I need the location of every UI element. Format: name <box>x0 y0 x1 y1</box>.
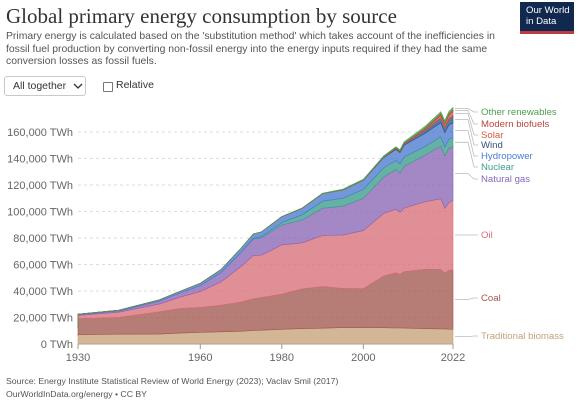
x-tick-label: 1980 <box>270 352 294 364</box>
legend-connector <box>455 113 478 136</box>
area-series <box>77 106 454 345</box>
relative-checkbox[interactable] <box>103 82 113 92</box>
legend-connector <box>455 108 478 113</box>
legend-connector <box>455 141 478 168</box>
chart-title: Global primary energy consumption by sou… <box>6 4 397 28</box>
owid-logo[interactable]: Our World in Data <box>520 2 574 34</box>
energy-area-chart: 0 TWh 20,000 TWh 40,000 TWh 60,000 TWh 80,00… <box>7 106 564 364</box>
y-tick-label: 40,000 TWh <box>13 286 73 298</box>
legend-label[interactable]: Hydropower <box>481 151 534 162</box>
legend-connector <box>455 297 478 300</box>
legend-label[interactable]: Solar <box>481 130 504 141</box>
legend-label[interactable]: Modern biofuels <box>481 119 549 130</box>
series-area-other_renewables[interactable] <box>77 106 454 328</box>
x-tick-label: 1960 <box>188 352 212 364</box>
chart-footer: Source: Energy Institute Statistical Rev… <box>6 375 338 400</box>
source-note: Source: Energy Institute Statistical Rev… <box>6 376 339 386</box>
x-tick-label: 1930 <box>66 352 90 364</box>
y-tick-label: 20,000 TWh <box>13 313 73 325</box>
legend-connector <box>455 130 478 157</box>
legend-label[interactable]: Coal <box>481 293 501 304</box>
legend-connector <box>455 173 478 180</box>
legend-connector <box>455 119 478 146</box>
legend: Traditional biomass Coal Oil Natural gasNuc… <box>455 107 564 342</box>
stacking-select-value: All together <box>13 80 67 92</box>
y-tick-label: 0 TWh <box>41 339 73 351</box>
x-tick-label: 2022 <box>441 352 465 364</box>
logo-line-2: in Data <box>526 15 557 27</box>
legend-label[interactable]: Natural gas <box>481 174 530 185</box>
legend-connector <box>455 110 478 125</box>
chart-subtitle: Primary energy is calculated based on th… <box>6 31 495 68</box>
x-axis-ticks: 1930 1960 1980 2000 2022 <box>66 344 465 364</box>
x-tick-label: 2000 <box>351 352 375 364</box>
legend-label[interactable]: Wind <box>481 140 503 151</box>
legend-label[interactable]: Oil <box>481 230 493 241</box>
stacking-select[interactable]: All together <box>4 76 86 96</box>
y-tick-label: 60,000 TWh <box>13 260 73 272</box>
legend-label[interactable]: Nuclear <box>481 162 515 173</box>
y-tick-label: 100,000 TWh <box>7 207 73 219</box>
y-tick-label: 160,000 TWh <box>7 127 73 139</box>
credit-link[interactable]: OurWorldInData.org/energy • CC BY <box>6 388 147 399</box>
logo-line-1: Our World <box>526 5 570 16</box>
legend-label[interactable]: Traditional biomass <box>481 331 564 342</box>
legend-label[interactable]: Other renewables <box>481 107 557 118</box>
y-tick-label: 140,000 TWh <box>7 154 73 166</box>
legend-connector <box>455 335 478 337</box>
y-tick-label: 80,000 TWh <box>13 233 73 245</box>
chevron-down-icon <box>73 83 83 89</box>
y-tick-label: 120,000 TWh <box>7 180 73 192</box>
y-axis-ticks: 0 TWh 20,000 TWh 40,000 TWh 60,000 TWh 80,00… <box>7 127 73 351</box>
relative-checkbox-label[interactable]: Relative <box>116 79 154 91</box>
